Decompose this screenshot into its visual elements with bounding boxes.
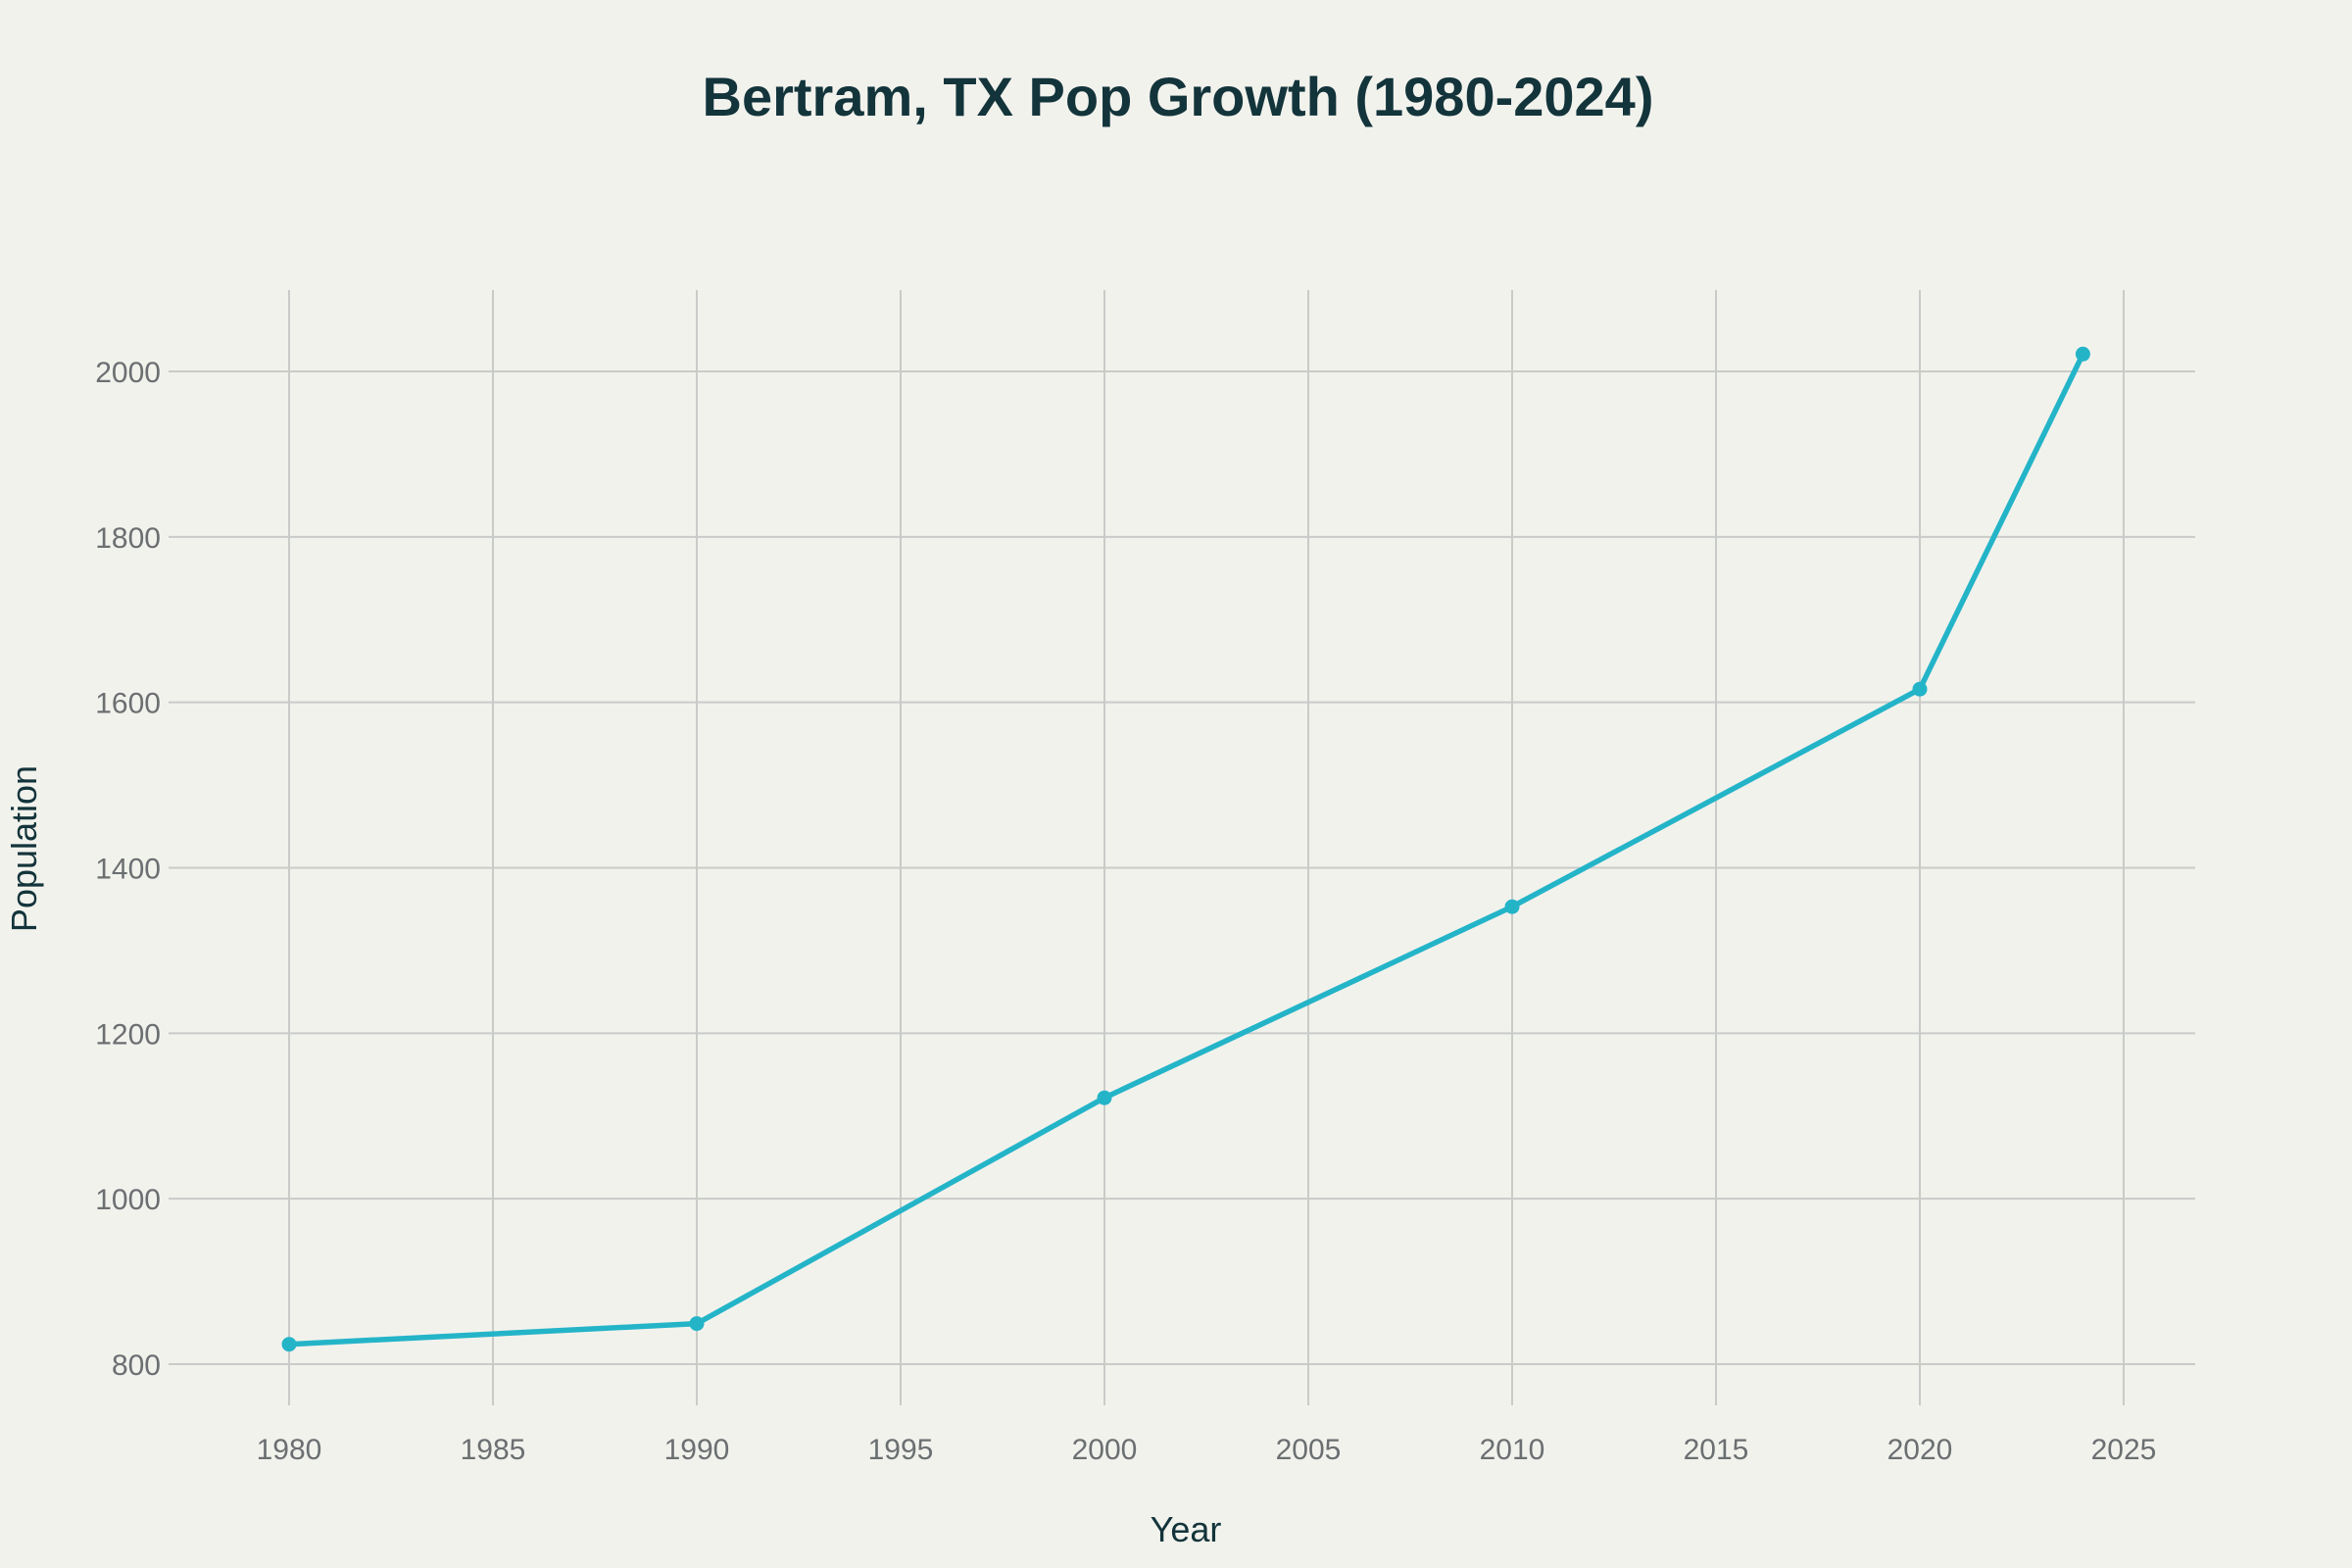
data-point[interactable] [1912, 681, 1928, 697]
y-tick-label: 2000 [95, 357, 161, 389]
x-tick-label: 2015 [1684, 1434, 1749, 1466]
y-tick-label: 1000 [95, 1184, 161, 1216]
data-point[interactable] [2075, 346, 2090, 362]
x-tick-label: 1980 [257, 1434, 322, 1466]
series-layer [281, 346, 2090, 1352]
x-tick-label: 1995 [868, 1434, 934, 1466]
y-tick-label: 1800 [95, 522, 161, 555]
gridlines [169, 290, 2195, 1405]
x-tick-label: 1985 [461, 1434, 526, 1466]
data-point[interactable] [1504, 899, 1520, 914]
x-tick-label: 2005 [1276, 1434, 1342, 1466]
tick-labels: 800 1000 1200 1400 1600 1800 2000 1980 1985 1990 1… [95, 357, 2156, 1466]
x-tick-label: 1990 [664, 1434, 730, 1466]
y-tick-label: 1600 [95, 688, 161, 720]
series-line [286, 351, 2086, 1348]
x-tick-label: 2010 [1480, 1434, 1545, 1466]
x-tick-label: 2000 [1072, 1434, 1138, 1466]
y-tick-label: 1200 [95, 1018, 161, 1051]
chart-title: Bertram, TX Pop Growth (1980-2024) [703, 66, 1654, 127]
data-point[interactable] [689, 1316, 705, 1332]
y-tick-label: 800 [112, 1349, 161, 1382]
x-axis-title: Year [1151, 1509, 1222, 1549]
y-tick-label: 1400 [95, 854, 161, 886]
data-point[interactable] [1097, 1090, 1112, 1105]
x-tick-label: 2025 [2091, 1434, 2157, 1466]
x-tick-label: 2020 [1887, 1434, 1953, 1466]
y-axis-title: Population [4, 765, 44, 932]
data-point[interactable] [281, 1337, 297, 1352]
